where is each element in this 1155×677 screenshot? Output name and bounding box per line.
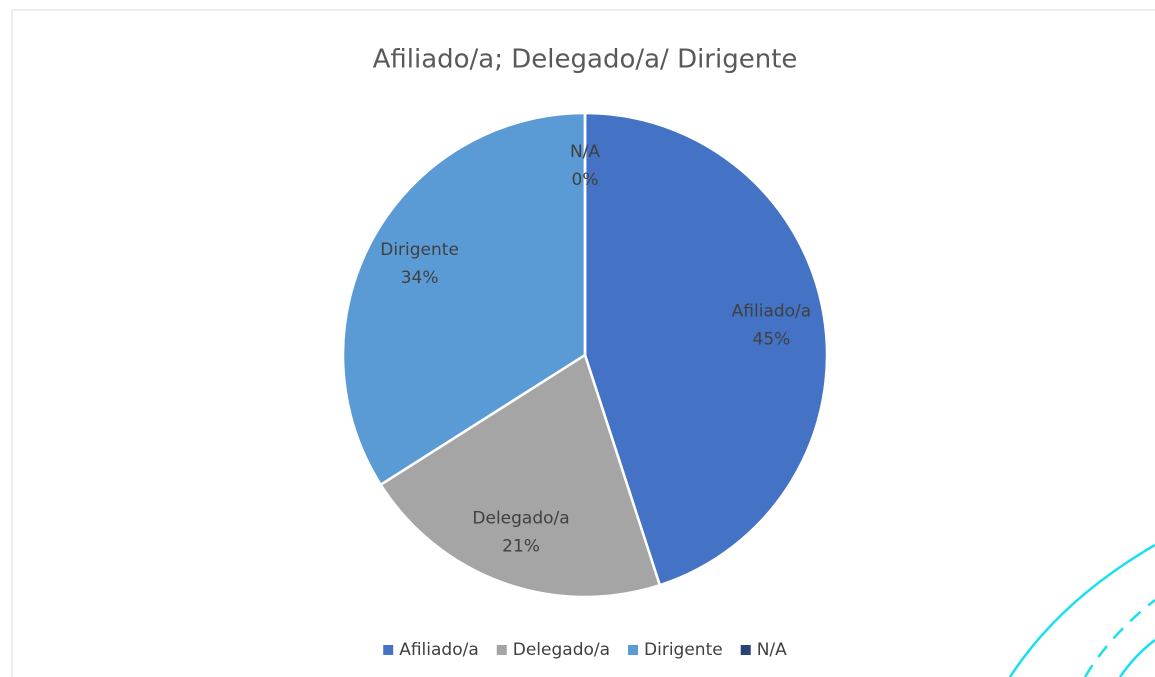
data-label-value: 21% <box>502 537 540 557</box>
legend-label: N/A <box>757 640 787 660</box>
data-label-value: 0% <box>572 170 599 190</box>
legend-label: Dirigente <box>644 640 723 660</box>
data-label-category: N/A <box>570 142 600 162</box>
data-label-value: 45% <box>753 329 791 349</box>
legend-swatch <box>628 645 639 655</box>
legend: Afiliado/a Delegado/a Dirigente N/A <box>383 640 787 660</box>
pie-slice <box>341 111 587 487</box>
deco-arc <box>1008 543 1155 677</box>
decoration <box>1008 543 1155 677</box>
pie <box>341 111 829 599</box>
legend-swatch <box>740 645 751 655</box>
data-label-category: Afiliado/a <box>732 301 812 321</box>
data-label-category: Dirigente <box>380 240 459 260</box>
data-label-value: 34% <box>401 268 439 288</box>
legend-item: Dirigente <box>628 640 723 660</box>
legend-label: Delegado/a <box>513 640 610 660</box>
data-label-category: Delegado/a <box>472 509 569 529</box>
legend-item: Afiliado/a <box>383 640 479 660</box>
legend-swatch <box>496 645 507 655</box>
legend-item: Delegado/a <box>496 640 610 660</box>
legend-label: Afiliado/a <box>399 640 479 660</box>
deco-arc <box>1083 599 1155 677</box>
legend-swatch <box>383 645 394 655</box>
data-labels: Afiliado/a 45% Delegado/a 21% Dirigente 34% N/… <box>380 142 811 556</box>
legend-item: N/A <box>740 640 787 660</box>
pie-slice <box>583 111 829 587</box>
deco-arc <box>1118 639 1155 677</box>
pie-slice <box>378 353 662 599</box>
chart-title: Afiliado/a; Delegado/a/ Dirigente <box>373 45 798 75</box>
